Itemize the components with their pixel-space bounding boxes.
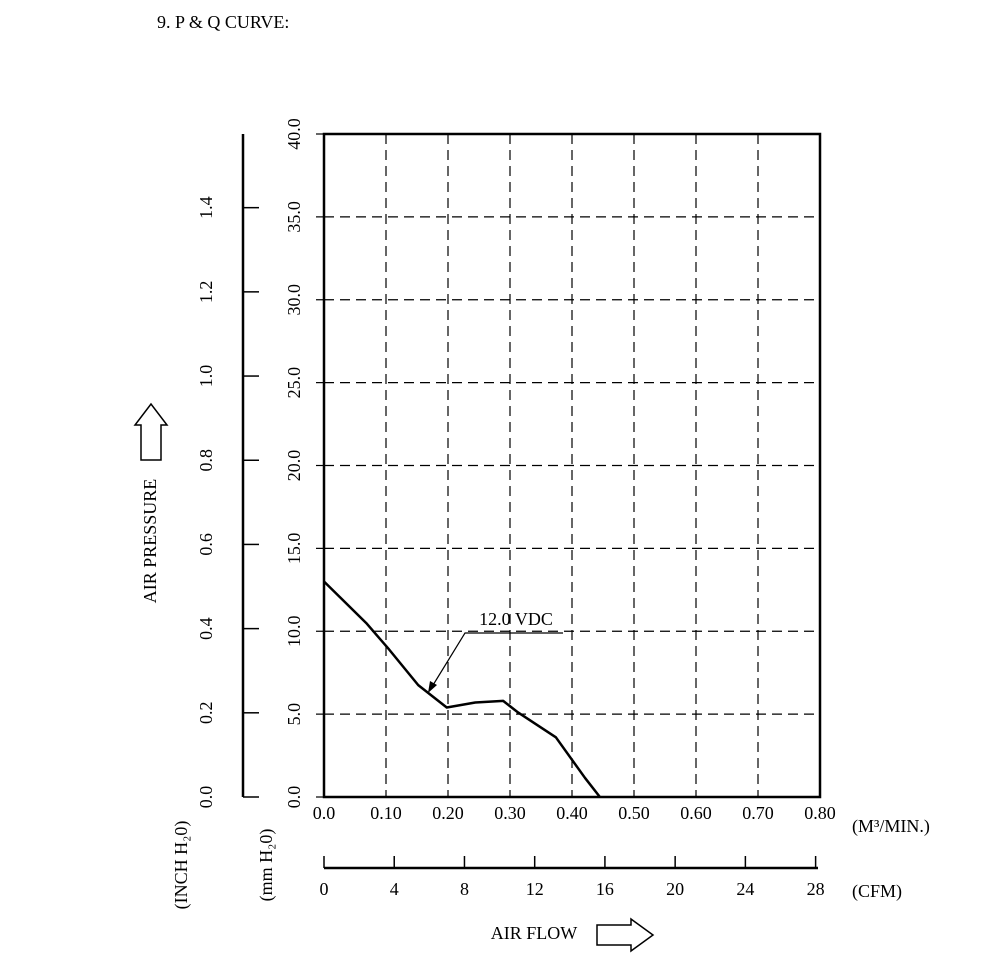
- x-tick-label: 0.60: [680, 803, 712, 823]
- annotation-leader: [429, 632, 563, 691]
- x2-tick-label: 20: [666, 879, 684, 899]
- y2-tick-label: 0.0: [196, 786, 216, 809]
- y2-tick-label: 0.8: [196, 449, 216, 472]
- x2-tick-label: 12: [526, 879, 544, 899]
- x-tick-label: 0.30: [494, 803, 526, 823]
- x2-tick-label: 8: [460, 879, 469, 899]
- x-tick-label: 0.70: [742, 803, 774, 823]
- x2-tick-label: 4: [390, 879, 399, 899]
- y-tick-label: 20.0: [284, 450, 304, 482]
- y-tick-label: 10.0: [284, 616, 304, 648]
- y2-tick-label: 0.2: [196, 702, 216, 725]
- x-tick-label: 0.40: [556, 803, 588, 823]
- y-unit: (mm H₂0): [256, 829, 277, 902]
- y-tick-label: 25.0: [284, 367, 304, 399]
- right-arrow: [596, 917, 655, 953]
- chart-title: 9. P & Q CURVE:: [157, 12, 289, 32]
- y2-tick-label: 1.4: [196, 196, 216, 219]
- y2-tick-label: 1.0: [196, 365, 216, 388]
- curve: [323, 580, 601, 798]
- up-arrow: [133, 402, 169, 461]
- y-axis-label: AIR PRESSURE: [140, 479, 160, 604]
- annotation: 12.0 VDC: [479, 609, 553, 629]
- y-tick-label: 5.0: [284, 703, 304, 726]
- x-tick-label: 0.50: [618, 803, 650, 823]
- x-tick-label: 0.80: [804, 803, 836, 823]
- x-tick-label: 0.20: [432, 803, 464, 823]
- y-tick-label: 15.0: [284, 533, 304, 565]
- x2-tick-label: 16: [596, 879, 614, 899]
- annotation-arrowhead: [428, 681, 437, 693]
- x2-tick-label: 28: [807, 879, 825, 899]
- y2-tick-label: 0.6: [196, 533, 216, 556]
- x2-tick-label: 24: [736, 879, 754, 899]
- y-tick-label: 40.0: [284, 118, 304, 150]
- x-unit: (M³/MIN.): [852, 816, 930, 837]
- plot-frame: [322, 132, 822, 799]
- y2-unit: (INCH H₂0): [171, 821, 192, 910]
- y-tick-label: 30.0: [284, 284, 304, 316]
- x-axis-label: AIR FLOW: [491, 923, 578, 943]
- y2-tick-label: 1.2: [196, 281, 216, 304]
- y2-tick-label: 0.4: [196, 617, 216, 640]
- x-tick-label: 0.0: [313, 803, 336, 823]
- y-tick-label: 0.0: [284, 786, 304, 809]
- x2-unit: (CFM): [852, 881, 902, 902]
- y-tick-label: 35.0: [284, 201, 304, 233]
- x2-tick-label: 0: [320, 879, 329, 899]
- x-tick-label: 0.10: [370, 803, 402, 823]
